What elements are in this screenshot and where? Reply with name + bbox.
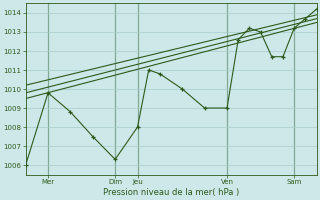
X-axis label: Pression niveau de la mer( hPa ): Pression niveau de la mer( hPa ) bbox=[103, 188, 239, 197]
